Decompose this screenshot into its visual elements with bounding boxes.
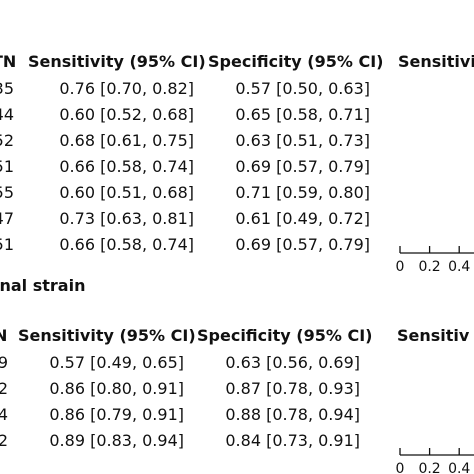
cell-specificity: 0.65 [0.58, 0.71]: [235, 105, 370, 124]
header-sensitivity: Sensitivity (95% CI): [28, 52, 206, 71]
cell-sensitivity: 0.60 [0.51, 0.68]: [59, 183, 194, 202]
cell-tn: 35: [0, 79, 14, 98]
cell-tn: 2: [0, 431, 8, 450]
cell-specificity: 0.71 [0.59, 0.80]: [235, 183, 370, 202]
cell-tn: 51: [0, 157, 14, 176]
cell-specificity: 0.87 [0.78, 0.93]: [225, 379, 360, 398]
header-plot: Sensitivity: [398, 52, 474, 71]
cell-tn: 9: [0, 353, 8, 372]
cell-tn: 4: [0, 405, 8, 424]
axis-tick-label: 0.2: [418, 461, 440, 474]
axis-tick-label: 0: [396, 259, 405, 275]
cell-tn: 51: [0, 235, 14, 254]
cell-specificity: 0.69 [0.57, 0.79]: [235, 235, 370, 254]
cell-tn: 55: [0, 183, 14, 202]
axis-tick-label: 0.4: [448, 461, 470, 474]
cell-sensitivity: 0.76 [0.70, 0.82]: [59, 79, 194, 98]
cell-specificity: 0.63 [0.51, 0.73]: [235, 131, 370, 150]
cell-sensitivity: 0.86 [0.79, 0.91]: [49, 405, 184, 424]
header-tn: N: [0, 326, 8, 345]
section-title: inal strain: [0, 276, 86, 295]
header-sensitivity: Sensitivity (95% CI): [18, 326, 196, 345]
cell-tn: 44: [0, 105, 14, 124]
cell-specificity: 0.69 [0.57, 0.79]: [235, 157, 370, 176]
cell-sensitivity: 0.60 [0.52, 0.68]: [59, 105, 194, 124]
cell-sensitivity: 0.73 [0.63, 0.81]: [59, 209, 194, 228]
axis-tick-label: 0.2: [418, 259, 440, 275]
cell-specificity: 0.88 [0.78, 0.94]: [225, 405, 360, 424]
axis-tick-label: 0: [396, 461, 405, 474]
cell-specificity: 0.84 [0.73, 0.91]: [225, 431, 360, 450]
cell-specificity: 0.57 [0.50, 0.63]: [235, 79, 370, 98]
cell-specificity: 0.61 [0.49, 0.72]: [235, 209, 370, 228]
cell-tn: 2: [0, 379, 8, 398]
axis-tick-label: 0.4: [448, 259, 470, 275]
header-specificity: Specificity (95% CI): [208, 52, 384, 71]
cell-sensitivity: 0.89 [0.83, 0.94]: [49, 431, 184, 450]
cell-tn: 52: [0, 131, 14, 150]
header-plot: Sensitiv: [397, 326, 470, 345]
cell-sensitivity: 0.57 [0.49, 0.65]: [49, 353, 184, 372]
cell-tn: 47: [0, 209, 14, 228]
cell-sensitivity: 0.68 [0.61, 0.75]: [59, 131, 194, 150]
cell-sensitivity: 0.66 [0.58, 0.74]: [59, 235, 194, 254]
cell-specificity: 0.63 [0.56, 0.69]: [225, 353, 360, 372]
header-specificity: Specificity (95% CI): [197, 326, 373, 345]
cell-sensitivity: 0.86 [0.80, 0.91]: [49, 379, 184, 398]
header-tn: TN: [0, 52, 17, 71]
cell-sensitivity: 0.66 [0.58, 0.74]: [59, 157, 194, 176]
